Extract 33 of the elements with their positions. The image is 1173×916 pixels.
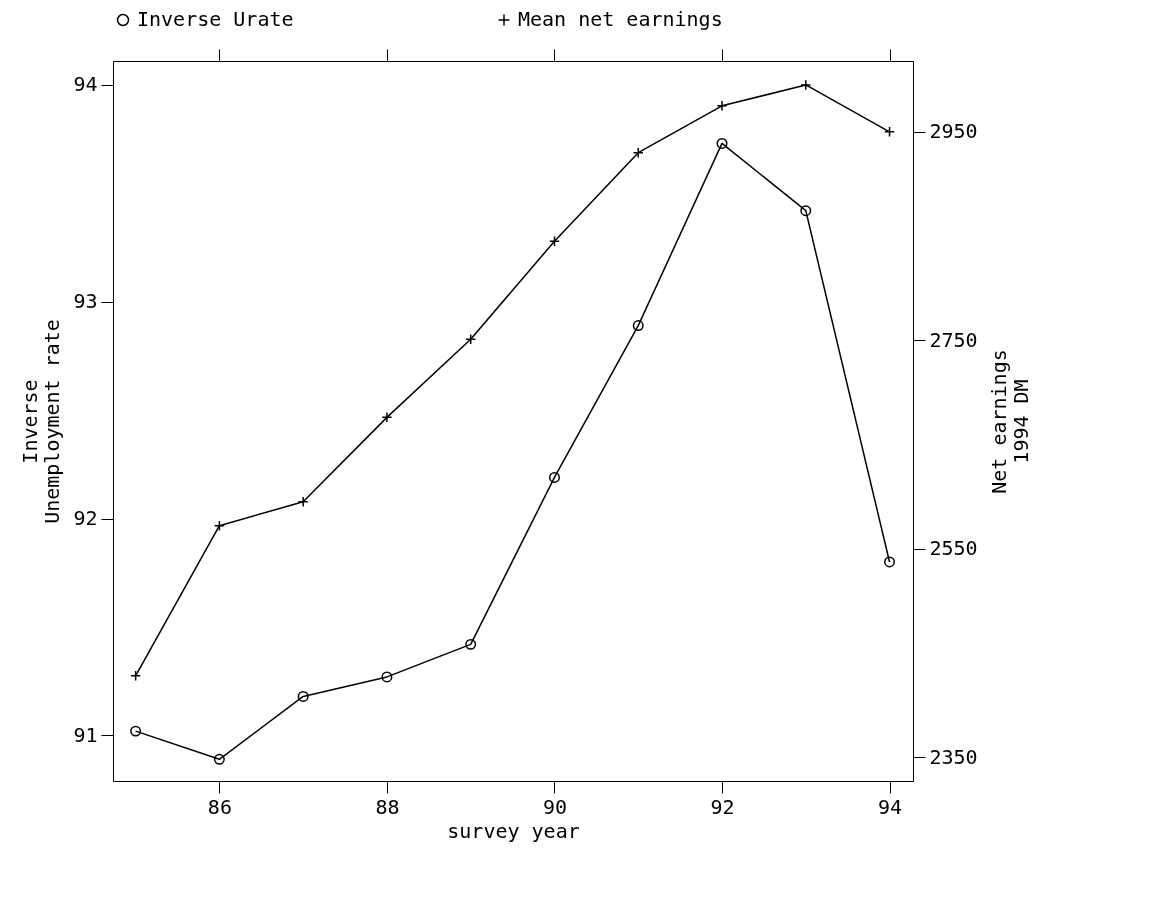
y-tick-label: 91 — [73, 722, 98, 747]
y2-tick-label: 2350 — [929, 744, 978, 769]
x-tick-label: 86 — [207, 794, 232, 819]
legend-label: Mean net earnings — [518, 7, 723, 31]
point — [130, 670, 142, 682]
x-tick-label: 92 — [710, 794, 735, 819]
x-tick-label: 88 — [375, 794, 400, 819]
point — [465, 333, 477, 345]
x-tick-label: 94 — [878, 794, 903, 819]
y2-axis-title: Net earnings 1994 DM — [986, 349, 1033, 494]
point — [381, 671, 393, 683]
legend-label: Inverse Urate — [137, 7, 294, 31]
x-axis-title: survey year — [447, 818, 580, 843]
point — [213, 520, 225, 532]
point — [884, 556, 896, 568]
point — [465, 638, 477, 650]
point — [548, 471, 560, 483]
y-tick-label: 93 — [73, 289, 98, 314]
point — [800, 205, 812, 217]
y-axis-title: Inverse Unemployment rate — [18, 319, 65, 524]
y2-tick-label: 2550 — [929, 536, 978, 561]
y2-tick-label: 2950 — [929, 119, 978, 144]
y2-tick-label: 2750 — [929, 327, 978, 352]
point — [632, 320, 644, 332]
point — [130, 725, 142, 737]
x-tick-label: 90 — [542, 794, 568, 819]
point — [213, 753, 225, 765]
point — [548, 235, 560, 247]
point — [884, 126, 896, 138]
point — [716, 137, 728, 149]
y-tick-label: 94 — [73, 72, 98, 97]
point — [297, 690, 309, 702]
y-tick-label: 92 — [73, 506, 98, 531]
